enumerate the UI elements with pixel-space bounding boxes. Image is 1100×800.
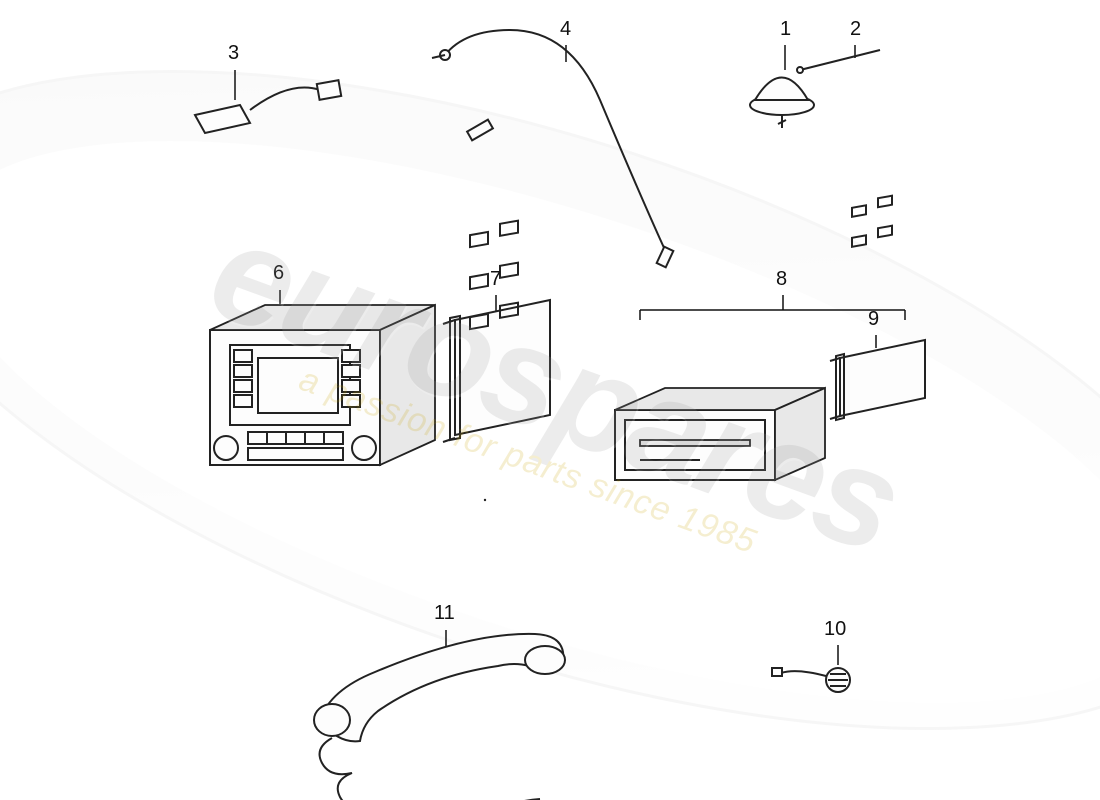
connecting-cable (432, 30, 673, 267)
callout-10: 10 (824, 618, 846, 641)
callout-9: 9 (868, 308, 879, 331)
callout-3: 3 (228, 42, 239, 65)
callout-8: 8 (776, 268, 787, 291)
microphone (772, 668, 850, 692)
gps-module-cable (195, 80, 341, 133)
antenna-base (750, 78, 814, 129)
callout-1: 1 (780, 18, 791, 41)
callout-4: 4 (560, 18, 571, 41)
telephone-handset (314, 634, 565, 800)
callout-6: 6 (273, 262, 284, 285)
head-unit (210, 305, 435, 465)
diagram-stage: 1 2 3 4 6 7 8 9 10 11 eurospares a passi… (0, 0, 1100, 800)
parts-diagram-svg (0, 0, 1100, 800)
callout-7: 7 (490, 268, 501, 291)
callout-11: 11 (434, 602, 455, 625)
antenna-rod (797, 50, 880, 73)
head-unit-cage (443, 221, 550, 442)
cd-navigation-unit (615, 388, 825, 480)
callout-2: 2 (850, 18, 861, 41)
